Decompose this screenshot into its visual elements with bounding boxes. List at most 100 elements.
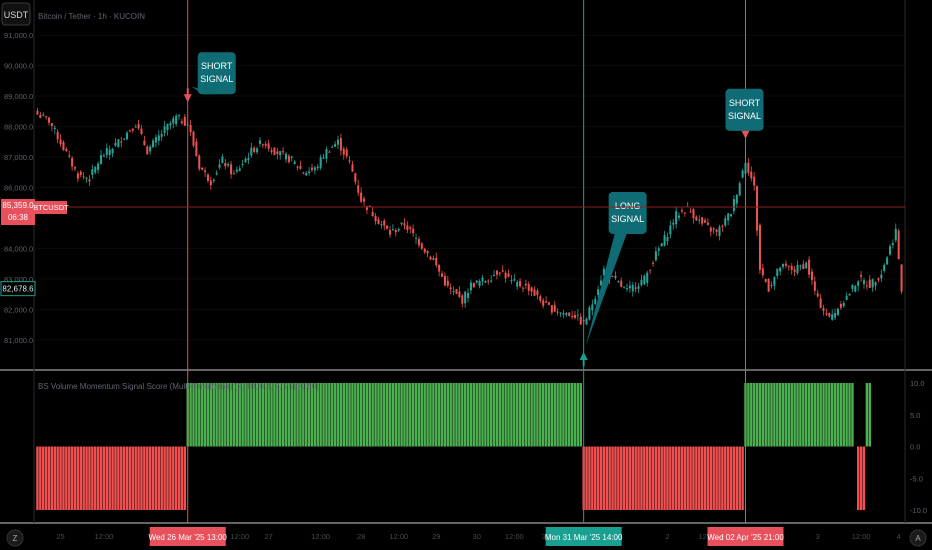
score-bar <box>111 446 114 510</box>
score-bar <box>42 446 45 510</box>
candle-body <box>770 285 773 287</box>
price-tick: 84,000.0 <box>4 244 33 253</box>
score-bar <box>781 383 785 447</box>
score-bar <box>56 446 59 510</box>
candle-body <box>178 115 181 117</box>
score-bar <box>247 383 250 447</box>
candle-body <box>180 121 183 124</box>
candle-body <box>128 130 131 132</box>
auto-scale-left-button[interactable] <box>6 529 24 547</box>
candle-body <box>689 211 692 213</box>
candle-body <box>429 256 432 260</box>
candle-body <box>383 220 386 226</box>
score-bar <box>669 446 672 510</box>
candle-body <box>591 304 594 311</box>
candle-body <box>206 174 209 181</box>
score-bar <box>325 383 328 447</box>
candle-body <box>753 176 756 186</box>
candle-body <box>747 162 750 173</box>
candle-body <box>877 278 880 280</box>
candle-body <box>750 171 753 179</box>
score-bar <box>79 446 83 510</box>
short-arrow <box>183 94 192 103</box>
score-bar <box>446 383 450 447</box>
score-bar <box>131 446 135 510</box>
score-bar <box>674 446 678 510</box>
candle-body <box>426 250 429 254</box>
score-bar <box>65 446 68 510</box>
time-marker-box <box>149 527 226 546</box>
time-marker-box <box>707 527 784 546</box>
score-bar <box>469 383 473 447</box>
score-bar <box>437 383 441 447</box>
candle-body <box>813 281 816 291</box>
candle-body <box>449 287 452 290</box>
symbol-button[interactable] <box>1 2 31 26</box>
candle-body <box>845 296 848 300</box>
score-bar <box>686 446 689 510</box>
time-tick: 25 <box>56 532 64 541</box>
score-bar <box>680 446 684 510</box>
time-tick: 29 <box>432 532 440 541</box>
candle-body <box>111 148 114 154</box>
score-bar <box>284 383 288 447</box>
candle-body <box>227 164 230 166</box>
candle-body <box>484 281 487 283</box>
score-bar <box>267 383 270 447</box>
candle-body <box>102 155 105 157</box>
score-bar <box>82 446 85 510</box>
candle-body <box>131 128 134 131</box>
signal-badge-text: SHORT <box>729 98 761 108</box>
candle-body <box>536 290 539 295</box>
score-bar <box>628 446 632 510</box>
score-bar <box>515 383 519 447</box>
score-bar <box>709 446 713 510</box>
candle-body <box>660 243 663 247</box>
score-bar <box>825 383 828 447</box>
score-bar <box>122 446 126 510</box>
score-bar <box>637 446 640 510</box>
score-bar <box>599 446 603 510</box>
candle-body <box>848 293 851 296</box>
signal-lines <box>187 0 746 523</box>
candle-body <box>446 280 449 286</box>
score-bar <box>489 383 493 447</box>
score-bar <box>270 383 273 447</box>
candle-body <box>490 280 493 282</box>
candle-body <box>576 314 579 316</box>
time-tick: 12:00 <box>505 532 524 541</box>
score-bar <box>443 383 447 447</box>
score-bar <box>553 383 556 447</box>
score-bar <box>305 383 308 447</box>
score-bar <box>567 383 571 447</box>
candle-body <box>521 287 524 289</box>
candle-body <box>666 237 669 242</box>
score-bar <box>290 383 293 447</box>
candle-body <box>478 280 481 286</box>
score-bar <box>750 383 753 447</box>
score-bar <box>614 446 617 510</box>
score-bar <box>73 446 77 510</box>
candle-body <box>230 164 233 175</box>
candle-body <box>620 280 623 287</box>
candle-body <box>816 293 819 297</box>
score-bar <box>183 446 187 510</box>
candle-body <box>599 280 603 286</box>
score-bar <box>579 383 582 447</box>
candle-body <box>258 140 261 144</box>
candle-body <box>310 167 314 170</box>
candle-body <box>654 251 657 261</box>
candle-body <box>553 305 556 312</box>
candle-body <box>88 179 91 182</box>
candle-body <box>761 268 764 276</box>
candle-body <box>810 271 813 280</box>
score-bar <box>319 383 322 447</box>
score-bar <box>556 383 559 447</box>
candle-body <box>571 315 574 318</box>
candle-body <box>758 225 761 270</box>
candle-body <box>510 280 513 282</box>
auto-scale-right-button[interactable] <box>909 529 927 547</box>
candle-body <box>784 263 787 266</box>
time-tick: 12:00 <box>311 532 330 541</box>
